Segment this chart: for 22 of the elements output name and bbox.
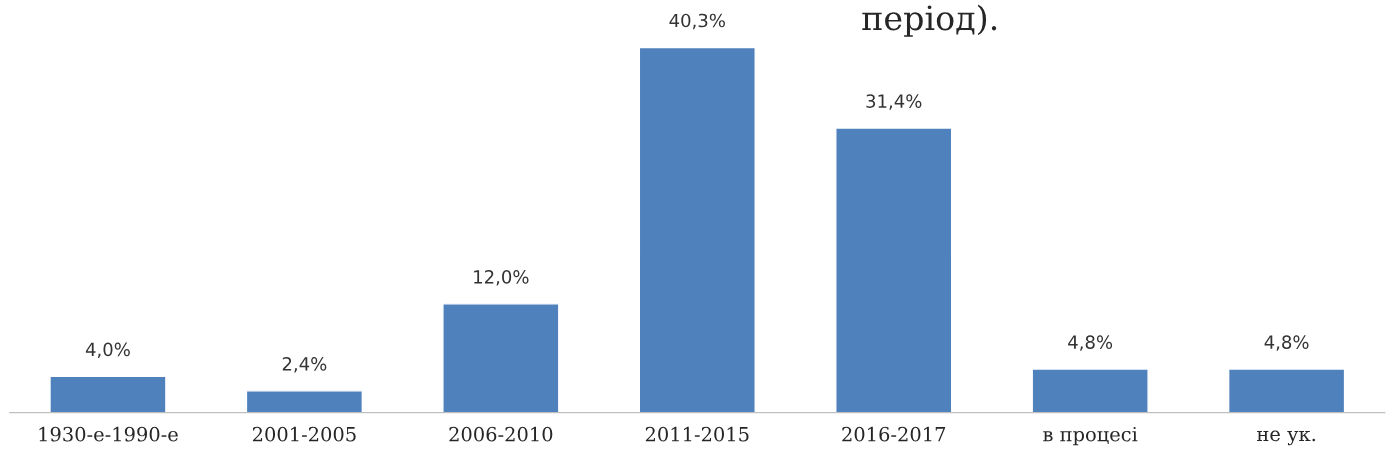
x-tick-label: 1930-е-1990-е	[39, 426, 178, 442]
text: період).	[862, 4, 997, 37]
data-label: 4,0%	[85, 342, 130, 359]
bar	[49, 375, 167, 413]
bar	[1227, 368, 1346, 413]
data-label: 31,4%	[866, 94, 922, 110]
data-label: 40,3%	[669, 13, 725, 30]
x-tick-label: 2016-2017	[842, 426, 946, 442]
bar	[1031, 368, 1149, 413]
bar	[245, 390, 364, 413]
x-tick-label: в процесі	[1043, 426, 1138, 446]
x-tick-label: 2006-2010	[449, 426, 553, 442]
data-label: 2,4%	[282, 357, 327, 373]
data-label: 4,8%	[1068, 335, 1113, 351]
bar	[442, 303, 560, 413]
data-label: 12,0%	[474, 270, 529, 286]
bar	[835, 127, 953, 413]
x-tick-label: не ук.	[1257, 430, 1315, 446]
data-label: 4,8%	[1264, 335, 1309, 351]
x-tick-label: 2001-2005	[252, 426, 356, 442]
x-tick-label: 2011-2015	[645, 426, 749, 442]
bar	[638, 46, 756, 413]
